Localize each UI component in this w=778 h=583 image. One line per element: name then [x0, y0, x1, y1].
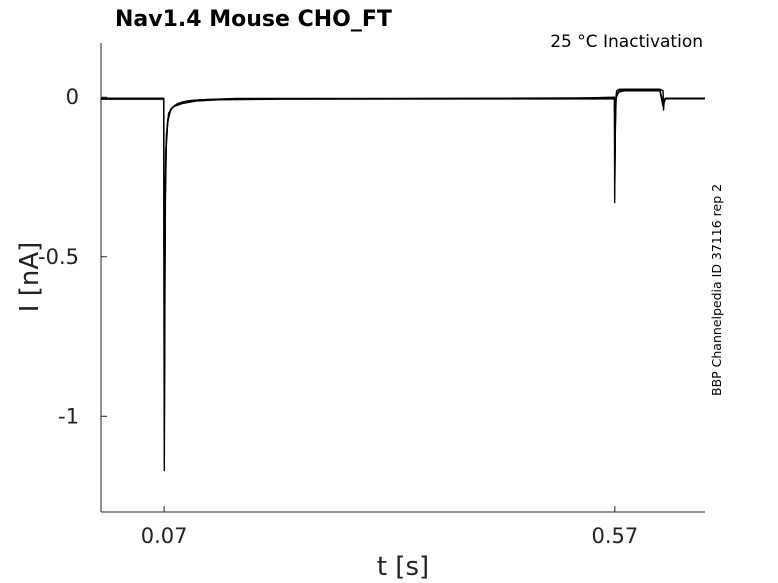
current-traces	[101, 88, 705, 472]
plot-area: 0 -0.5 -1 0.07 0.57	[38, 43, 705, 548]
x-ticks: 0.07 0.57	[141, 506, 638, 548]
current-trace-line	[101, 89, 705, 386]
x-tick-label: 0.07	[141, 524, 188, 548]
chart-title: Nav1.4 Mouse CHO_FT	[115, 7, 392, 32]
condition-annotation: 25 °C Inactivation	[550, 32, 703, 52]
x-tick-label: 0.57	[591, 524, 638, 548]
y-tick-label: 0	[66, 85, 79, 109]
y-axis-label: I [nA]	[15, 242, 45, 312]
x-axis-label: t [s]	[377, 552, 429, 582]
y-ticks: 0 -0.5 -1	[38, 85, 107, 428]
y-tick-label: -0.5	[38, 245, 79, 269]
side-id-label: BBP Channelpedia ID 37116 rep 2	[709, 184, 724, 396]
y-tick-label: -1	[58, 404, 79, 428]
